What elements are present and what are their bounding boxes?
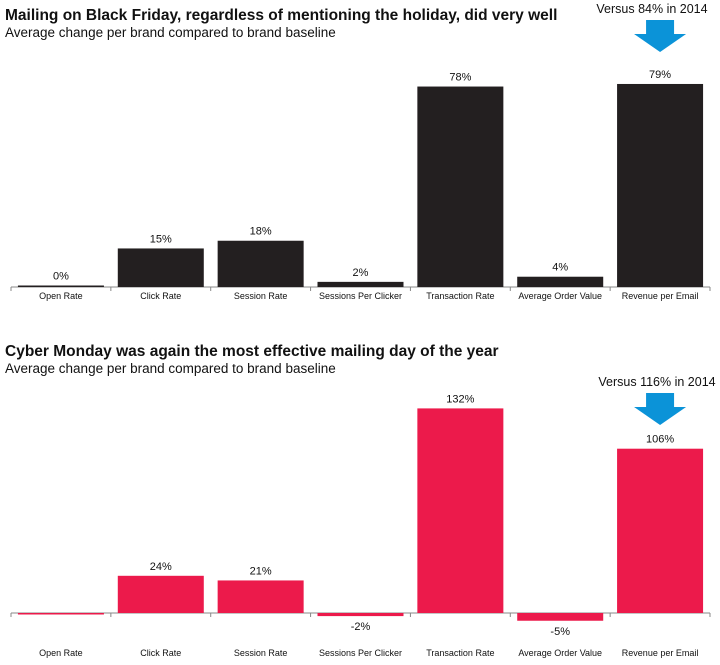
chart-subtitle: Average change per brand compared to bra… [5,361,336,376]
chart-subtitle: Average change per brand compared to bra… [5,25,336,40]
bar-value-label: 2% [353,267,369,279]
bar-value-label: -2% [351,621,371,633]
bar-value-label: 18% [250,226,272,238]
bar-average-order-value [517,613,604,621]
category-label: Average Order Value [518,648,602,658]
category-label: Transaction Rate [426,291,494,301]
bar-sessions-per-clicker [317,281,404,287]
category-label: Sessions Per Clicker [319,291,402,301]
bar-sessions-per-clicker [317,613,404,617]
category-label: Sessions Per Clicker [319,648,402,658]
down-arrow-icon [634,393,687,425]
chart-title: Mailing on Black Friday, regardless of m… [5,7,558,24]
category-label: Transaction Rate [426,648,494,658]
comparison-callout: Versus 84% in 2014 [596,2,708,16]
category-label: Average Order Value [518,291,602,301]
bar-value-label: -5% [550,626,570,638]
category-label: Open Rate [39,291,83,301]
category-label: Session Rate [234,648,288,658]
bar-value-label: 15% [150,233,172,245]
category-label: Open Rate [39,648,83,658]
bar-click-rate [117,575,204,613]
category-label: Session Rate [234,291,288,301]
category-label: Click Rate [140,648,181,658]
bar-session-rate [217,240,304,287]
bar-value-label: 4% [552,262,568,274]
bar-value-label: 0% [53,271,69,283]
bar-value-label: 106% [646,434,674,446]
bar-average-order-value [517,276,604,287]
bar-value-label: 21% [250,565,272,577]
bar-transaction-rate [417,408,504,613]
bar-revenue-per-email [617,448,704,613]
bar-revenue-per-email [617,83,704,287]
bar-value-label: 78% [449,72,471,84]
category-label: Click Rate [140,291,181,301]
bar-click-rate [117,248,204,287]
bar-value-label: 79% [649,69,671,81]
bar-chart-black-friday: 0% Open Rate 15% Click Rate 18% Session Rate 2… [10,20,711,301]
category-label: Revenue per Email [622,648,699,658]
bar-open-rate [17,613,104,615]
bar-value-label: 24% [150,561,172,573]
category-label: Revenue per Email [622,291,699,301]
bar-value-label: 132% [446,393,474,405]
bar-transaction-rate [417,86,504,287]
down-arrow-icon [634,20,687,52]
comparison-callout: Versus 116% in 2014 [598,375,716,389]
bar-open-rate [17,285,104,287]
bar-session-rate [217,580,304,613]
chart-title: Cyber Monday was again the most effectiv… [5,343,499,360]
